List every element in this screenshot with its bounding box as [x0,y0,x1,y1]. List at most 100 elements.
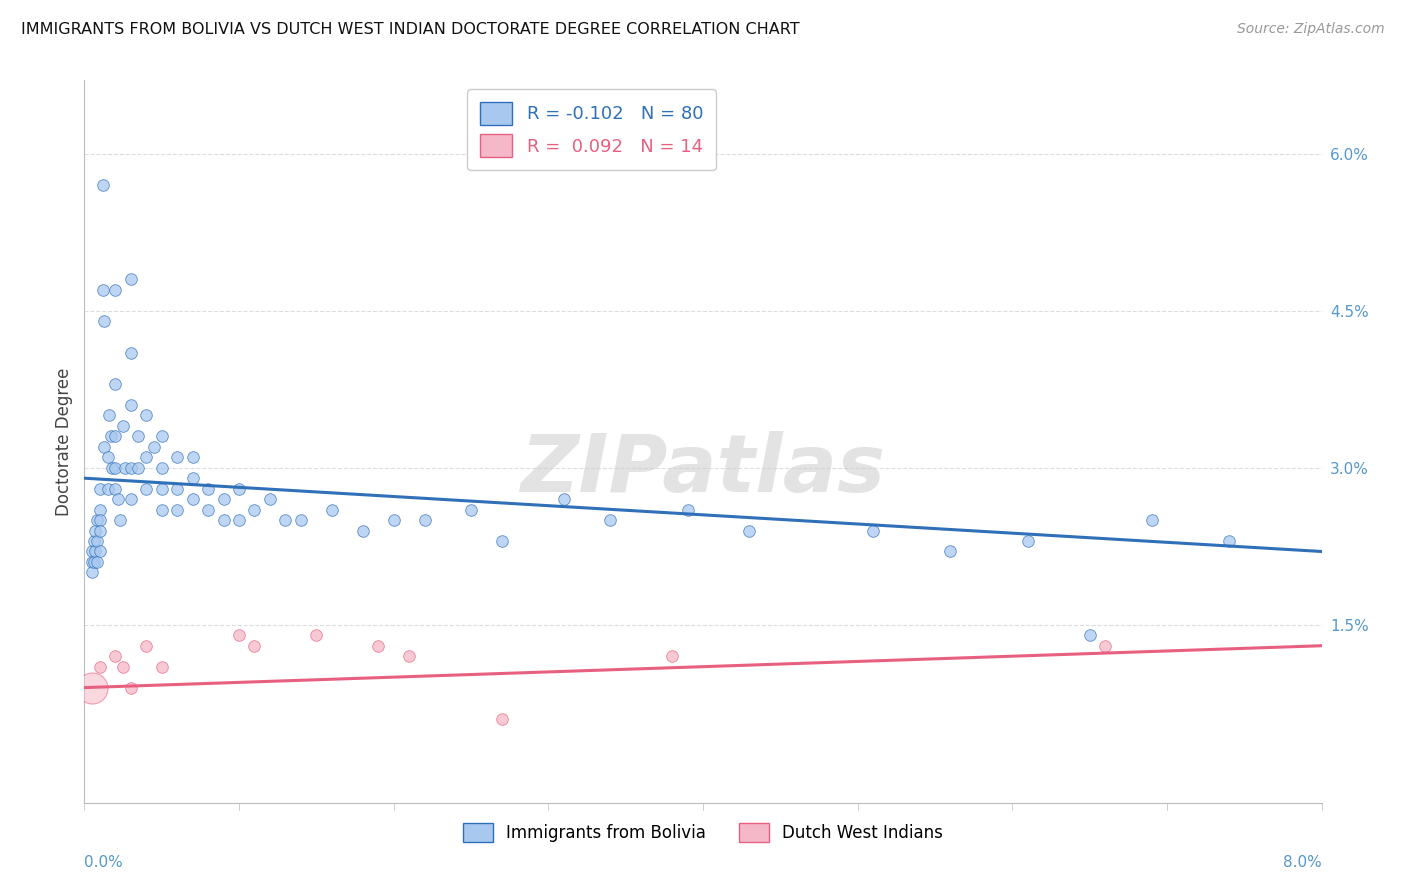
Point [135,639,157,653]
Point [228,482,250,496]
Point [143,440,166,454]
Point [676,502,699,516]
Point [120,460,142,475]
Point [382,513,405,527]
Point [86,513,108,527]
Point [243,502,266,516]
Point [89,659,111,673]
Point [82,566,104,580]
Point [83,534,105,549]
Y-axis label: Doctorate Degree: Doctorate Degree [55,368,73,516]
Point [181,450,204,465]
Point [553,492,575,507]
Point [89,513,111,527]
Point [413,513,436,527]
Point [120,272,142,286]
Point [862,524,884,538]
Point [104,649,127,664]
Point [135,409,157,423]
Point [100,429,122,443]
Point [181,471,204,485]
Point [112,659,135,673]
Point [305,628,328,642]
Point [738,524,761,538]
Point [96,450,118,465]
Point [290,513,312,527]
Point [228,513,250,527]
Point [661,649,683,664]
Point [114,460,136,475]
Point [89,502,111,516]
Point [104,482,127,496]
Point [212,513,235,527]
Point [84,524,107,538]
Point [82,681,104,695]
Point [166,482,188,496]
Point [135,482,157,496]
Point [104,283,127,297]
Point [321,502,343,516]
Point [1017,534,1039,549]
Point [120,681,142,695]
Point [274,513,297,527]
Point [259,492,281,507]
Point [91,283,114,297]
Point [83,555,105,569]
Point [89,482,111,496]
Point [181,492,204,507]
Text: 8.0%: 8.0% [1282,855,1322,871]
Point [599,513,621,527]
Point [197,502,219,516]
Point [166,502,188,516]
Legend: Immigrants from Bolivia, Dutch West Indians: Immigrants from Bolivia, Dutch West Indi… [456,816,950,848]
Point [150,502,173,516]
Point [120,492,142,507]
Point [460,502,482,516]
Point [86,555,108,569]
Point [107,492,129,507]
Point [150,429,173,443]
Point [127,429,149,443]
Point [228,628,250,642]
Point [1140,513,1163,527]
Point [1094,639,1116,653]
Point [1078,628,1101,642]
Point [127,460,149,475]
Point [98,409,121,423]
Point [1218,534,1240,549]
Point [82,555,104,569]
Text: ZIPatlas: ZIPatlas [520,432,886,509]
Point [212,492,235,507]
Point [197,482,219,496]
Text: Source: ZipAtlas.com: Source: ZipAtlas.com [1237,22,1385,37]
Text: 0.0%: 0.0% [84,855,124,871]
Point [91,178,114,192]
Point [104,460,127,475]
Point [150,482,173,496]
Point [120,398,142,412]
Point [89,524,111,538]
Point [89,544,111,558]
Point [120,345,142,359]
Point [84,544,107,558]
Text: IMMIGRANTS FROM BOLIVIA VS DUTCH WEST INDIAN DOCTORATE DEGREE CORRELATION CHART: IMMIGRANTS FROM BOLIVIA VS DUTCH WEST IN… [21,22,800,37]
Point [150,659,173,673]
Point [108,513,131,527]
Point [86,534,108,549]
Point [93,314,115,328]
Point [398,649,420,664]
Point [82,544,104,558]
Point [491,534,513,549]
Point [135,450,157,465]
Point [939,544,962,558]
Point [166,450,188,465]
Point [104,429,127,443]
Point [93,440,115,454]
Point [491,712,513,726]
Point [352,524,374,538]
Point [367,639,389,653]
Point [150,460,173,475]
Point [101,460,124,475]
Point [243,639,266,653]
Point [96,482,118,496]
